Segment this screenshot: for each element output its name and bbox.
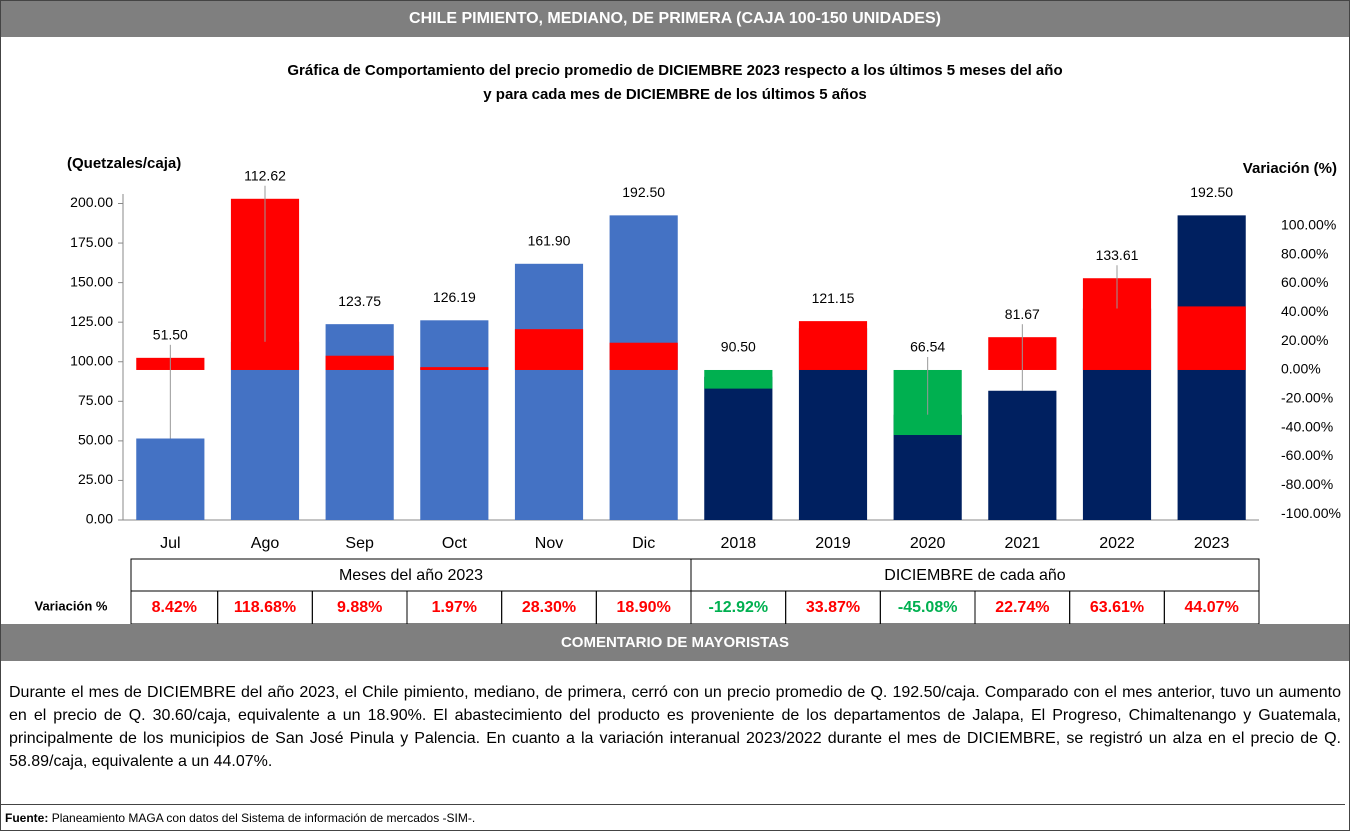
variation-bar [609,342,678,370]
y2-tick-label: 100.00% [1281,216,1336,232]
y-tick-label: 200.00 [70,194,113,210]
price-bar [136,438,205,520]
footer-label: Fuente: [5,811,49,825]
value-label: 126.19 [433,289,476,305]
footer: Fuente: Planeamiento MAGA con datos del … [1,804,1345,825]
y2-tick-label: 20.00% [1281,332,1328,348]
variation-bar [420,367,489,370]
header-title: CHILE PIMIENTO, MEDIANO, DE PRIMERA (CAJ… [1,1,1349,37]
group-cell [690,558,1260,592]
y-tick-label: 175.00 [70,234,113,250]
value-label: 133.61 [1096,247,1139,263]
x-tick-label: 2020 [910,535,946,552]
value-label: 192.50 [622,184,665,200]
value-label: 112.62 [244,167,286,183]
table-label: Variación % [35,598,108,613]
variation-label: 33.87% [806,599,860,616]
y-tick-label: 100.00 [70,352,113,368]
value-label: 192.50 [1190,184,1233,200]
x-tick-label: Sep [345,535,374,552]
y2-tick-label: -60.00% [1281,447,1333,463]
value-label: 66.54 [910,339,945,355]
x-tick-label: 2023 [1194,535,1230,552]
variation-label: 1.97% [432,599,477,616]
x-tick-label: Jul [160,535,180,552]
y2-tick-label: 40.00% [1281,303,1328,319]
price-bar [704,376,773,520]
comment-text: Durante el mes de DICIEMBRE del año 2023… [9,684,1341,770]
price-bar [420,320,489,520]
value-label: 121.15 [812,290,855,306]
variation-label: 8.42% [152,599,197,616]
value-label: 81.67 [1005,306,1040,322]
variation-label: 9.88% [337,599,382,616]
y2-tick-label: -80.00% [1281,476,1333,492]
y-tick-label: 0.00 [86,511,113,527]
value-label: 90.50 [721,339,756,355]
price-bar [514,263,584,520]
variation-label: 18.90% [617,599,671,616]
x-tick-label: 2021 [1005,535,1041,552]
variation-label: 118.68% [234,599,296,616]
variation-label: 44.07% [1185,599,1239,616]
chart: Gráfica de Comportamiento del precio pro… [35,62,1341,625]
y-tick-label: 75.00 [78,392,113,408]
y2-axis-label: Variación (%) [1243,160,1337,177]
variation-label: 63.61% [1090,599,1144,616]
y2-tick-label: 60.00% [1281,274,1328,290]
variation-bar [704,369,773,389]
value-label: 51.50 [153,327,188,343]
x-tick-label: 2018 [721,535,757,552]
value-label: 161.90 [528,232,571,248]
variation-bar [325,355,394,370]
comment-title: COMENTARIO DE MAYORISTAS [1,624,1349,661]
x-tick-label: Ago [251,535,280,552]
variation-label: -45.08% [898,599,958,616]
y-tick-label: 150.00 [70,273,113,289]
y-tick-label: 125.00 [70,313,113,329]
value-label: 123.75 [338,293,381,309]
x-tick-label: Dic [632,535,655,552]
x-tick-label: Oct [442,535,467,552]
y-tick-label: 50.00 [78,432,113,448]
price-bar [988,390,1057,520]
y2-tick-label: 80.00% [1281,245,1328,261]
y-tick-label: 25.00 [78,471,113,487]
price-bar [325,324,394,520]
variation-bar [1177,306,1246,370]
y2-tick-label: 0.00% [1281,361,1321,377]
price-bar [230,341,300,520]
group-label: Meses del año 2023 [339,567,483,584]
variation-bar [798,321,868,370]
x-tick-label: 2019 [815,535,851,552]
variation-label: -12.92% [709,599,769,616]
variation-bar [514,329,584,370]
y-axis-label: (Quetzales/caja) [67,155,181,172]
chart-subtitle: y para cada mes de DICIEMBRE de los últi… [483,86,866,103]
variation-label: 28.30% [522,599,576,616]
y2-tick-label: -20.00% [1281,390,1333,406]
chart-title: Gráfica de Comportamiento del precio pro… [287,62,1062,79]
group-label: DICIEMBRE de cada año [884,567,1066,584]
y2-tick-label: -40.00% [1281,418,1333,434]
x-tick-label: Nov [535,535,563,552]
variation-label: 22.74% [995,599,1049,616]
x-tick-label: 2022 [1099,535,1135,552]
footer-text: Planeamiento MAGA con datos del Sistema … [51,811,476,825]
y2-tick-label: -100.00% [1281,505,1341,521]
